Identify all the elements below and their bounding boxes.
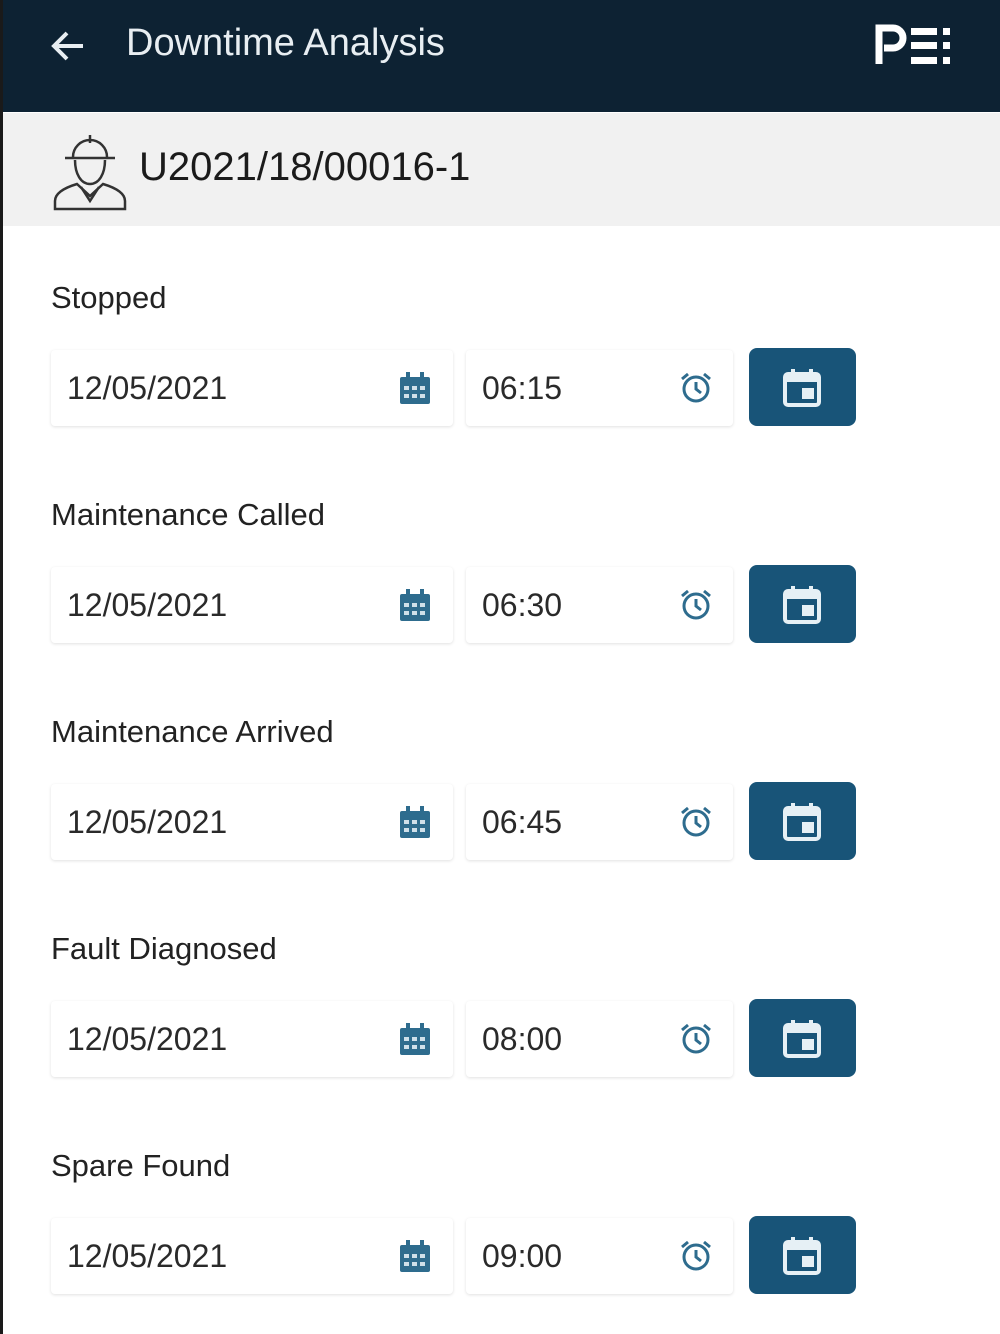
calendar-icon[interactable] — [397, 1238, 433, 1274]
event-label: Spare Found — [51, 1148, 231, 1183]
time-field[interactable]: 08:00 — [466, 1001, 733, 1077]
time-value: 09:00 — [482, 1238, 563, 1274]
date-field[interactable]: 12/05/2021 — [51, 1001, 453, 1077]
event-section: Maintenance Called 12/05/2021 06:30 — [3, 461, 1000, 678]
event-section: Fault Diagnosed 12/05/2021 08:00 — [3, 895, 1000, 1112]
calendar-icon[interactable] — [397, 370, 433, 406]
date-value: 12/05/2021 — [67, 1021, 228, 1057]
calendar-icon — [783, 1237, 821, 1275]
app-bar: Downtime Analysis — [3, 0, 1000, 112]
time-field[interactable]: 06:45 — [466, 784, 733, 860]
event-label: Maintenance Arrived — [51, 714, 334, 749]
event-label: Fault Diagnosed — [51, 931, 277, 966]
date-field[interactable]: 12/05/2021 — [51, 1218, 453, 1294]
pick-datetime-button[interactable] — [749, 999, 856, 1077]
alarm-clock-icon[interactable] — [678, 1021, 714, 1057]
time-value: 06:15 — [482, 370, 563, 406]
page-title: Downtime Analysis — [126, 22, 445, 64]
calendar-icon[interactable] — [397, 804, 433, 840]
worker-hardhat-icon — [53, 135, 127, 211]
alarm-clock-icon[interactable] — [678, 370, 714, 406]
calendar-icon — [783, 586, 821, 624]
date-value: 12/05/2021 — [67, 587, 228, 623]
pick-datetime-button[interactable] — [749, 565, 856, 643]
calendar-icon[interactable] — [397, 1021, 433, 1057]
alarm-clock-icon[interactable] — [678, 804, 714, 840]
work-order-number: U2021/18/00016-1 — [139, 145, 471, 189]
alarm-clock-icon[interactable] — [678, 1238, 714, 1274]
pick-datetime-button[interactable] — [749, 1216, 856, 1294]
time-field[interactable]: 09:00 — [466, 1218, 733, 1294]
date-value: 12/05/2021 — [67, 370, 228, 406]
pei-logo — [875, 24, 950, 64]
time-value: 08:00 — [482, 1021, 563, 1057]
calendar-icon — [783, 369, 821, 407]
pick-datetime-button[interactable] — [749, 782, 856, 860]
time-field[interactable]: 06:15 — [466, 350, 733, 426]
date-field[interactable]: 12/05/2021 — [51, 350, 453, 426]
calendar-icon — [783, 803, 821, 841]
time-value: 06:45 — [482, 804, 563, 840]
time-field[interactable]: 06:30 — [466, 567, 733, 643]
event-section: Stopped 12/05/2021 06:15 — [3, 244, 1000, 461]
event-label: Maintenance Called — [51, 497, 326, 532]
date-field[interactable]: 12/05/2021 — [51, 567, 453, 643]
date-value: 12/05/2021 — [67, 1238, 228, 1274]
event-label: Stopped — [51, 280, 167, 315]
calendar-icon[interactable] — [397, 587, 433, 623]
calendar-icon — [783, 1020, 821, 1058]
date-field[interactable]: 12/05/2021 — [51, 784, 453, 860]
time-value: 06:30 — [482, 587, 563, 623]
alarm-clock-icon[interactable] — [678, 587, 714, 623]
work-order-header — [3, 113, 1000, 226]
date-value: 12/05/2021 — [67, 804, 228, 840]
event-section: Spare Found 12/05/2021 09:00 — [3, 1112, 1000, 1329]
pick-datetime-button[interactable] — [749, 348, 856, 426]
event-section: Maintenance Arrived 12/05/2021 06:45 — [3, 678, 1000, 895]
back-arrow-icon[interactable] — [47, 24, 87, 68]
